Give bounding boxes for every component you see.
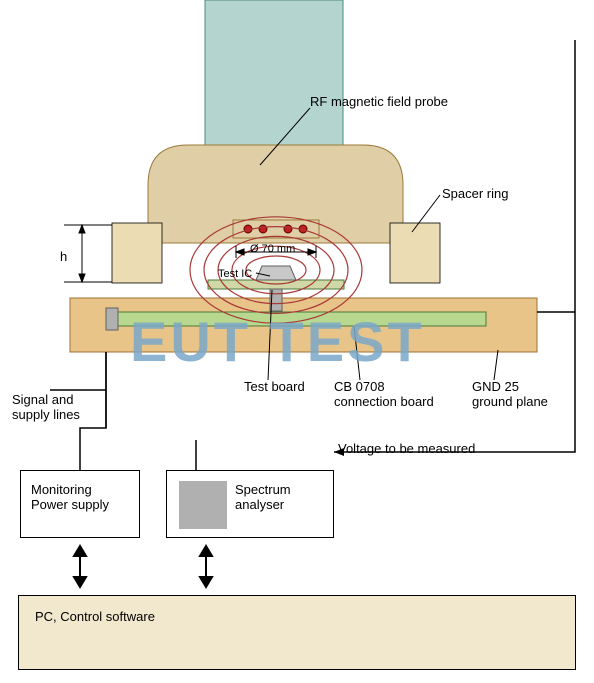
label-voltage: Voltage to be measured (338, 442, 475, 457)
label-spectrum: Spectrum analyser (235, 483, 291, 513)
label-pc: PC, Control software (35, 610, 155, 625)
diagram-root: EUT TEST RF magnetic field probe Spacer … (0, 0, 594, 683)
label-rf-probe: RF magnetic field probe (310, 95, 448, 110)
pc-box: PC, Control software (18, 595, 576, 670)
label-test-ic: Test IC (218, 268, 252, 281)
label-diameter: Ø 70 mm (250, 243, 295, 256)
label-cb-board: CB 0708 connection board (334, 380, 434, 410)
label-test-board: Test board (244, 380, 305, 395)
label-h: h (60, 250, 67, 265)
label-gnd-plane: GND 25 ground plane (472, 380, 548, 410)
label-spacer-ring: Spacer ring (442, 187, 508, 202)
spectrum-box: Spectrum analyser (166, 470, 334, 538)
watermark: EUT TEST (130, 310, 425, 374)
monitoring-box: Monitoring Power supply (20, 470, 140, 538)
label-signal-supply: Signal and supply lines (12, 393, 80, 423)
spectrum-screen (179, 481, 227, 529)
label-monitoring: Monitoring Power supply (31, 483, 109, 513)
